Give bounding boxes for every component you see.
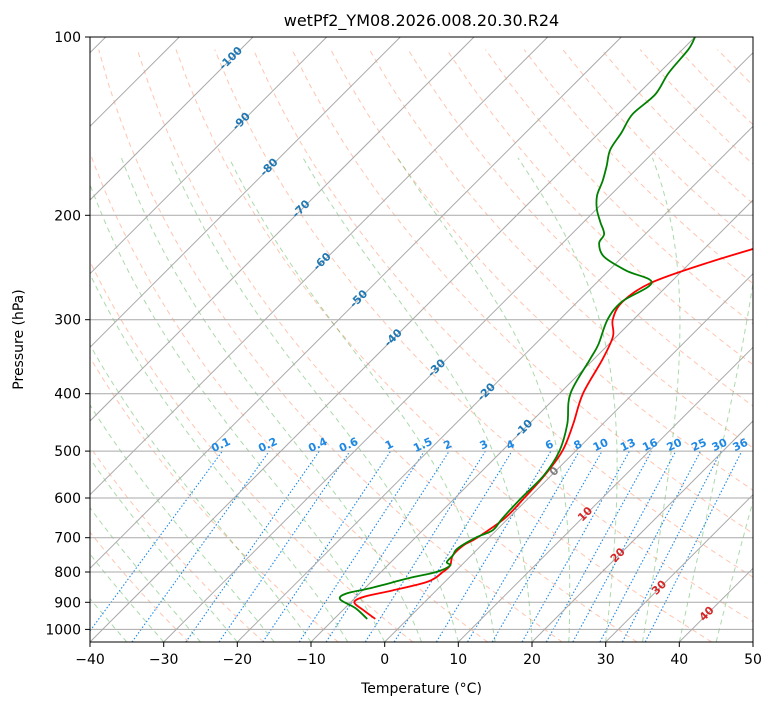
mixing-ratio-line [521,450,630,642]
x-tick-label: −30 [149,652,179,668]
dry-adiabat-line [90,445,264,642]
y-tick-label: 900 [54,595,81,611]
isotherm-line [752,641,753,642]
isotherm-line [90,37,549,496]
mixing-ratio-line [218,450,351,642]
y-axis-label: Pressure (hPa) [11,289,27,389]
dewpoint-profile-line [338,37,696,620]
isotherm-line [90,37,254,201]
mixing-ratio-line [599,450,701,642]
isotherm-line [90,37,622,570]
dry-adiabat-line [484,49,753,325]
skewed-isotherms [90,37,753,642]
dry-adiabat-line [252,49,753,578]
dry-adiabat-line [756,50,775,642]
isotherm-line [236,125,753,642]
x-axis-label: Temperature (°C) [360,681,482,697]
moist-adiabat-line [90,183,386,642]
x-tick-label: 40 [670,652,688,668]
mixing-ratio-lines [90,450,743,642]
mixing-ratio-line [393,450,513,642]
chart-title: wetPf2_YM08.2026.008.20.30.R24 [284,11,559,31]
plot-frame [89,36,754,643]
y-tick-label: 200 [54,208,81,224]
mixing-ratio-line [325,450,450,642]
x-tick-label: 30 [597,652,615,668]
y-tick-label: 1000 [45,622,81,638]
mixing-ratio-line [298,450,425,642]
mixing-ratio-label: 36 [731,436,751,454]
x-tick-label: −20 [223,652,253,668]
dry-adiabat-line [291,49,753,535]
isotherm-line [90,37,401,349]
mixing-ratio-line [435,450,552,642]
sounding-profiles [338,37,753,620]
isotherm-line [310,199,753,642]
mixing-ratio-label: 25 [689,436,708,454]
isotherm-line [531,420,753,642]
mixing-ratio-line [185,450,320,642]
dry-adiabat-line [136,49,638,642]
mixing-ratio-label: 20 [665,436,685,454]
isotherm-line [90,37,696,642]
x-tick-label: 10 [449,652,467,668]
dry-adiabat-line [98,49,563,642]
moist-adiabat-line [169,157,459,642]
plot-background [90,37,753,642]
mixing-ratio-label: 10 [591,436,611,454]
dry-adiabat-line [90,531,190,642]
y-tick-label: 100 [54,30,81,46]
mixing-ratio-line [131,450,270,642]
isotherm-line [605,493,753,642]
isotherm-line [457,346,753,642]
moist-adiabat-line [120,157,422,642]
mixing-ratio-line [621,450,722,642]
temperature-profile-line [353,248,753,620]
moist-adiabat-line [90,457,238,642]
dry-adiabat-line [214,49,753,623]
mixing-ratio-line [90,450,223,632]
dry-adiabats [90,49,775,642]
pressure-gridlines [90,37,753,630]
mixing-ratio-line [364,450,486,642]
mixing-ratio-label: 30 [710,436,730,454]
x-tick-label: 0 [380,652,389,668]
dry-adiabat-line [330,49,753,491]
y-tick-label: 500 [54,444,81,460]
x-tick-label: 50 [744,652,762,668]
x-tick-label: −40 [75,652,105,668]
y-tick-label: 300 [54,313,81,329]
dry-adiabat-line [90,260,414,642]
x-tick-label: 20 [523,652,541,668]
mixing-ratio-line [572,450,677,642]
y-tick-label: 800 [54,565,81,581]
isotherm-line [90,37,328,275]
x-tick-label: −10 [296,652,326,668]
isotherm-line [90,37,475,422]
isotherm-line [384,272,753,642]
dry-adiabat-line [368,49,753,449]
x-axis-ticks: −40 −30 −20 −10 0 10 20 30 40 50 [75,642,762,668]
mixing-ratio-label: 16 [640,436,660,454]
mixing-ratio-label: 13 [618,436,637,454]
isotherm-line [163,51,753,642]
dry-adiabat-line [90,151,488,642]
y-axis-ticks: 100 200 300 400 500 600 700 800 900 1000 [45,30,90,638]
y-tick-label: 700 [54,531,81,547]
y-tick-label: 400 [54,387,81,403]
mixing-ratio-line [644,450,743,642]
y-tick-label: 600 [54,491,81,507]
